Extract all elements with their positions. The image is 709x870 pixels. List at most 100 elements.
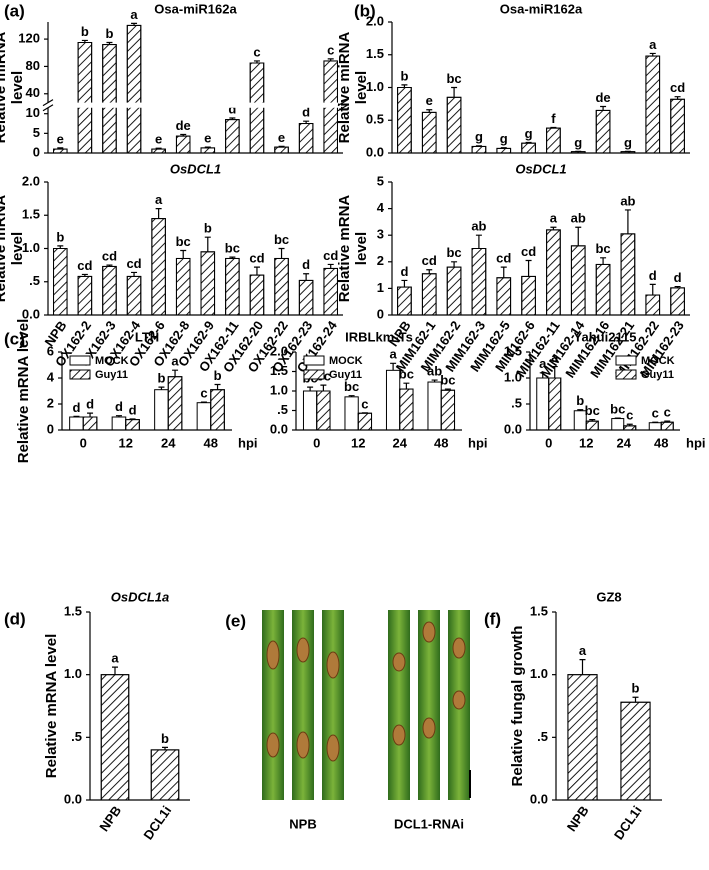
bar-hatch bbox=[100, 674, 130, 801]
bar-hatch bbox=[620, 233, 636, 316]
significance-letter: bc bbox=[610, 401, 625, 416]
leaves-npb bbox=[262, 610, 344, 800]
error-bar bbox=[426, 109, 433, 113]
x-axis-label: hpi bbox=[468, 435, 488, 450]
significance-letter: bc bbox=[176, 234, 191, 249]
error-bar bbox=[550, 226, 557, 230]
bar bbox=[427, 381, 442, 431]
error-bar bbox=[626, 423, 633, 426]
error-bar bbox=[229, 117, 236, 120]
x-tick-label: NPB bbox=[564, 803, 592, 834]
significance-letter: a bbox=[539, 356, 547, 371]
y-tick-label: 0 bbox=[33, 144, 40, 159]
bar-hatch bbox=[623, 425, 637, 431]
y-axis-label: Relative miRNA bbox=[0, 31, 9, 143]
significance-letter: d bbox=[674, 270, 682, 285]
error-bar bbox=[253, 60, 260, 64]
bar bbox=[385, 369, 401, 431]
error-bar bbox=[327, 263, 334, 269]
significance-letter: b bbox=[105, 26, 113, 41]
y-tick-label: 5 bbox=[377, 173, 384, 188]
y-tick-label: 0 bbox=[377, 306, 384, 321]
error-bar bbox=[303, 120, 310, 124]
error-bar bbox=[204, 146, 211, 148]
x-tick-label: DCL1i bbox=[140, 803, 174, 842]
bar-hatch bbox=[471, 145, 487, 154]
error-bar bbox=[155, 147, 162, 150]
photo: (e) NPB DCL1-RNAi bbox=[225, 605, 475, 831]
x-tick-label: 12 bbox=[579, 435, 593, 450]
significance-letter: d bbox=[649, 268, 657, 283]
y-tick-label: 1.5 bbox=[530, 603, 548, 618]
significance-letter: d bbox=[302, 105, 310, 120]
significance-letter: a bbox=[579, 643, 587, 658]
error-bar bbox=[106, 41, 113, 45]
y-tick-label: 4 bbox=[47, 369, 55, 384]
error-bar bbox=[539, 372, 546, 378]
y-tick-label: 1.0 bbox=[22, 240, 40, 255]
bar-hatch bbox=[82, 416, 98, 431]
error-bar bbox=[158, 386, 165, 390]
y-axis-label: Relative miRNA bbox=[336, 31, 353, 143]
x-tick-label: 24 bbox=[393, 435, 408, 450]
leaves-rnai bbox=[388, 610, 471, 800]
error-bar bbox=[674, 285, 681, 288]
bar bbox=[648, 422, 662, 431]
x-tick-label: NPB bbox=[96, 803, 124, 834]
bar-hatch bbox=[496, 277, 512, 316]
significance-letter: f bbox=[551, 111, 556, 126]
bar-hatch bbox=[670, 98, 685, 154]
bar-hatch bbox=[546, 229, 561, 316]
chart-title: OsDCL1 bbox=[170, 161, 221, 176]
significance-letter: bc bbox=[344, 379, 359, 394]
y-axis-label: Relative mRNA bbox=[0, 195, 9, 303]
y-tick-label: 40 bbox=[26, 85, 40, 100]
bar-hatch bbox=[274, 146, 289, 154]
y-tick-label: 1.0 bbox=[366, 79, 384, 94]
legend-label: Guy11 bbox=[641, 369, 674, 381]
y-tick-label: .5 bbox=[537, 729, 548, 744]
panel-label: (f) bbox=[484, 609, 501, 628]
y-tick-label: 0.0 bbox=[64, 791, 82, 806]
significance-letter: ab bbox=[471, 219, 486, 234]
significance-letter: e bbox=[278, 130, 285, 145]
bar-hatch bbox=[421, 111, 437, 154]
error-bar bbox=[278, 247, 285, 259]
error-bar bbox=[320, 384, 327, 391]
legend-label: Guy11 bbox=[329, 369, 362, 381]
significance-letter: e bbox=[57, 131, 64, 146]
significance-letter: c bbox=[664, 405, 671, 420]
y-tick-label: 0.0 bbox=[504, 421, 522, 436]
legend-swatch bbox=[69, 355, 91, 366]
significance-letter: cd bbox=[126, 256, 141, 271]
y-tick-label: 0.0 bbox=[530, 791, 548, 806]
bar bbox=[611, 418, 625, 431]
bar-hatch bbox=[496, 147, 512, 154]
error-bar bbox=[390, 362, 397, 371]
error-bar bbox=[200, 401, 207, 403]
significance-letter: d bbox=[115, 399, 123, 414]
error-bar bbox=[674, 96, 681, 100]
y-axis-label: Relative mRNA level bbox=[43, 634, 60, 779]
legend-swatch-hatch bbox=[615, 369, 637, 380]
bar-hatch bbox=[151, 218, 166, 316]
axis-break bbox=[42, 102, 349, 108]
y-tick-label: 1.0 bbox=[530, 666, 548, 681]
significance-letter: b bbox=[81, 24, 89, 39]
bar-hatch bbox=[125, 419, 140, 431]
error-bar bbox=[614, 417, 621, 419]
significance-letter: cd bbox=[249, 251, 264, 266]
significance-letter: e bbox=[426, 93, 433, 108]
significance-letter: de bbox=[595, 90, 610, 105]
panel-label: (c) bbox=[4, 329, 25, 348]
significance-letter: bc bbox=[399, 367, 414, 382]
significance-letter: a bbox=[550, 211, 558, 226]
y-tick-label: 1.5 bbox=[64, 603, 82, 618]
significance-letter: b bbox=[214, 368, 222, 383]
bar-hatch bbox=[298, 123, 314, 154]
significance-letter: d bbox=[400, 264, 408, 279]
significance-letter: b bbox=[576, 393, 584, 408]
x-tick-label: 0 bbox=[80, 435, 87, 450]
significance-letter: a bbox=[171, 354, 179, 369]
